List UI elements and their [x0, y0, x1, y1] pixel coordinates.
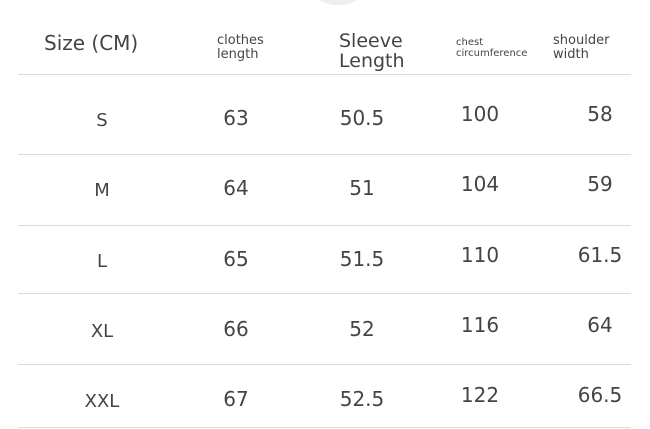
cell-size: L — [96, 251, 108, 272]
cell-size: XXL — [84, 391, 120, 412]
cell-clothes-length: 64 — [223, 176, 249, 200]
header-line: clothes — [217, 33, 264, 48]
cell-sleeve-length: 51 — [349, 176, 375, 200]
divider — [18, 225, 631, 226]
decorative-circle — [318, 0, 358, 5]
header-line: chest — [456, 37, 484, 48]
header-line: Length — [339, 49, 405, 72]
cell-chest: 100 — [460, 102, 500, 126]
cell-sleeve-length: 52.5 — [339, 387, 385, 411]
cell-clothes-length: 63 — [223, 106, 249, 130]
cell-size: M — [94, 180, 110, 201]
cell-chest: 122 — [460, 383, 500, 407]
header-chest: chest circumference — [456, 37, 528, 59]
cell-clothes-length: 66 — [223, 317, 249, 341]
header-clothes-length: clothes length — [217, 34, 264, 61]
cell-sleeve-length: 52 — [349, 317, 375, 341]
cell-shoulder: 64 — [587, 313, 613, 337]
divider — [18, 154, 631, 155]
cell-chest: 110 — [460, 243, 500, 267]
header-size: Size (CM) — [44, 31, 139, 55]
cell-clothes-length: 65 — [223, 247, 249, 271]
cell-sleeve-length: 50.5 — [339, 106, 385, 130]
divider — [18, 427, 631, 428]
cell-shoulder: 61.5 — [577, 243, 623, 267]
divider — [18, 364, 631, 365]
cell-sleeve-length: 51.5 — [339, 247, 385, 271]
cell-chest: 104 — [460, 172, 500, 196]
cell-shoulder: 59 — [587, 172, 613, 196]
cell-shoulder: 66.5 — [577, 383, 623, 407]
divider — [18, 74, 631, 75]
header-line: length — [217, 46, 259, 62]
cell-chest: 116 — [460, 313, 500, 337]
cell-clothes-length: 67 — [223, 387, 249, 411]
cell-size: XL — [90, 321, 114, 342]
cell-shoulder: 58 — [587, 102, 613, 126]
header-line: width — [553, 46, 589, 62]
header-shoulder: shoulder width — [553, 34, 609, 61]
header-line: circumference — [456, 47, 528, 59]
header-line: Sleeve — [339, 30, 403, 52]
cell-size: S — [96, 110, 108, 131]
header-line: shoulder — [553, 33, 610, 48]
header-sleeve-length: Sleeve Length — [339, 30, 405, 72]
divider — [18, 293, 631, 294]
